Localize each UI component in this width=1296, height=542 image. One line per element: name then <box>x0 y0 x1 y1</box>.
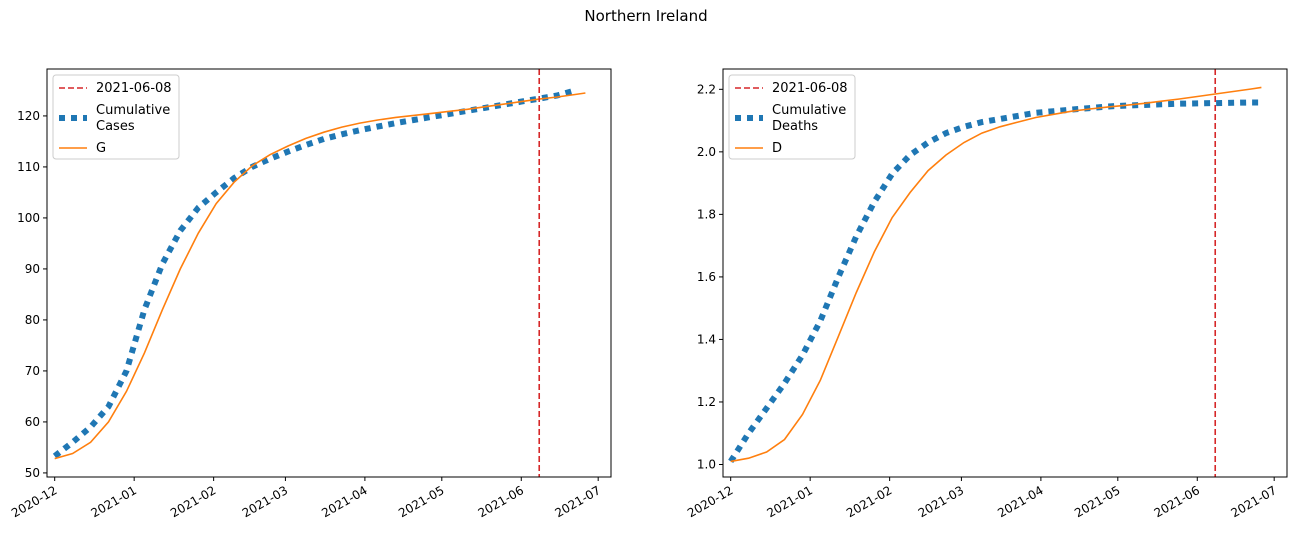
x-tick-label: 2020-12 <box>685 483 735 520</box>
x-tick-label: 2021-01 <box>89 483 139 520</box>
legend-label: Cumulative Deaths <box>772 103 846 134</box>
legend: 2021-06-08 Cumulative Deaths D <box>728 74 856 160</box>
y-tick-label: 80 <box>25 313 40 327</box>
axes-frame <box>722 68 1288 478</box>
legend-box <box>728 74 856 160</box>
cases-chart: 50 60 70 80 90 100 110 120 2020-12 2021-01 2021-02… <box>9 68 612 520</box>
y-tick-label: 110 <box>17 160 40 174</box>
x-tick-label: 2021-07 <box>553 483 603 520</box>
y-tick-label: 1.0 <box>697 457 716 471</box>
axes-frame <box>46 68 612 478</box>
x-tick-label: 2021-06 <box>1152 483 1202 520</box>
x-tick-label: 2021-07 <box>1229 483 1279 520</box>
legend: 2021-06-08 Cumulative Cases G <box>52 74 180 160</box>
y-tick-label: 2.2 <box>697 82 716 96</box>
x-tick-label: 2021-05 <box>1072 483 1122 520</box>
y-tick-label: 1.6 <box>697 270 716 284</box>
plot-area <box>52 69 586 477</box>
y-tick-label: 1.4 <box>697 332 716 346</box>
x-tick-label: 2021-01 <box>765 483 815 520</box>
y-tick-label: 2.0 <box>697 145 716 159</box>
y-tick-label: 90 <box>25 262 40 276</box>
y-tick-label: 1.8 <box>697 207 716 221</box>
fit-series-line <box>730 86 1262 463</box>
legend-label: 2021-06-08 <box>96 81 172 96</box>
x-tick-label: 2021-04 <box>995 483 1045 520</box>
legend-label: G <box>96 141 106 156</box>
x-tick-label: 2021-03 <box>916 483 966 520</box>
plot-area <box>728 69 1262 477</box>
y-tick-label: 50 <box>25 466 40 480</box>
fit-series-line <box>54 92 586 460</box>
x-tick-label: 2021-02 <box>844 483 894 520</box>
y-tick-label: 60 <box>25 415 40 429</box>
deaths-chart: 1.0 1.2 1.4 1.6 1.8 2.0 2.2 2020-12 2021-01 2021-… <box>685 68 1288 520</box>
x-tick-label: 2021-02 <box>168 483 218 520</box>
x-tick-label: 2021-04 <box>319 483 369 520</box>
legend-label: D <box>772 141 782 156</box>
x-tick-label: 2021-06 <box>476 483 526 520</box>
x-tick-label: 2021-05 <box>396 483 446 520</box>
y-tick-label: 100 <box>17 211 40 225</box>
y-tick-label: 120 <box>17 109 40 123</box>
legend-label: Cumulative Cases <box>96 103 170 134</box>
x-tick-label: 2021-03 <box>240 483 290 520</box>
y-tick-label: 70 <box>25 364 40 378</box>
y-tick-label: 1.2 <box>697 395 716 409</box>
x-tick-label: 2020-12 <box>9 483 59 520</box>
figure-title: Northern Ireland <box>584 7 707 25</box>
observed-series-line <box>52 87 576 459</box>
legend-label: 2021-06-08 <box>772 81 848 96</box>
legend-box <box>52 74 180 160</box>
